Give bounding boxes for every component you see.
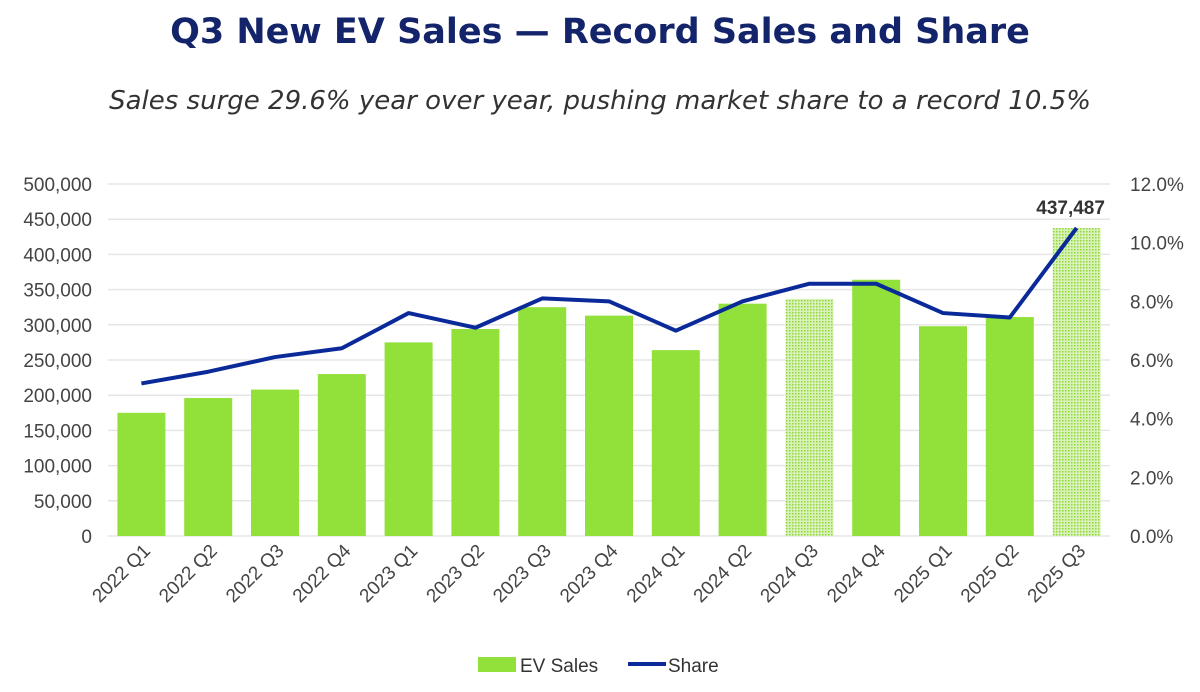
x-tick-label: 2022 Q4 xyxy=(289,540,356,607)
bar-2025-q2 xyxy=(985,317,1034,536)
bar-2023-q2 xyxy=(451,329,500,536)
y-right-tick-label: 6.0% xyxy=(1130,351,1173,372)
y-right-tick-label: 0.0% xyxy=(1130,527,1173,548)
bar-2024-q4 xyxy=(852,279,901,536)
bar-2025-q3 xyxy=(1052,228,1101,536)
x-tick-label: 2023 Q2 xyxy=(423,541,489,607)
x-tick-label: 2023 Q1 xyxy=(356,541,422,607)
y-left-tick-label: 450,000 xyxy=(23,210,92,231)
y-right-tick-label: 2.0% xyxy=(1130,468,1173,489)
y-left-tick-label: 250,000 xyxy=(23,351,92,372)
legend-label-share: Share xyxy=(668,656,719,677)
legend-label-ev-sales: EV Sales xyxy=(520,656,598,677)
bar-2025-q1 xyxy=(919,326,967,536)
y-right-tick-label: 8.0% xyxy=(1130,292,1173,313)
bar-2024-q2 xyxy=(718,303,767,536)
x-tick-label: 2024 Q1 xyxy=(623,541,689,607)
x-tick-label: 2023 Q3 xyxy=(489,541,555,607)
bar-2023-q1 xyxy=(384,342,433,536)
bar-2024-q1 xyxy=(651,350,700,536)
y-left-tick-label: 350,000 xyxy=(23,281,92,302)
bar-2023-q3 xyxy=(518,307,567,536)
y-left-tick-label: 400,000 xyxy=(23,245,92,266)
x-tick-label: 2025 Q2 xyxy=(957,541,1023,607)
chart-subtitle: Sales surge 29.6% year over year, pushin… xyxy=(109,86,1091,116)
x-tick-label: 2025 Q1 xyxy=(890,541,956,607)
y-left-tick-label: 50,000 xyxy=(34,492,92,513)
bar-2022-q4 xyxy=(317,374,366,536)
bar-2022-q3 xyxy=(251,389,299,536)
x-tick-label: 2022 Q2 xyxy=(155,541,221,607)
y-right-tick-label: 4.0% xyxy=(1130,410,1173,431)
x-tick-label: 2025 Q3 xyxy=(1024,541,1090,607)
x-tick-label: 2024 Q3 xyxy=(757,541,823,607)
x-tick-label: 2024 Q2 xyxy=(690,541,756,607)
bar-2022-q2 xyxy=(184,398,233,536)
y-left-tick-label: 0 xyxy=(81,527,92,548)
y-left-tick-label: 500,000 xyxy=(23,175,92,196)
y-left-tick-label: 100,000 xyxy=(23,457,92,478)
x-tick-label: 2022 Q3 xyxy=(222,541,288,607)
bar-2023-q4 xyxy=(585,315,633,536)
legend-swatch-ev-sales xyxy=(478,657,516,672)
bar-2024-q3 xyxy=(785,298,834,536)
x-tick-label: 2024 Q4 xyxy=(823,540,890,607)
x-tick-label: 2022 Q1 xyxy=(89,541,155,607)
data-label: 437,487 xyxy=(1036,198,1105,219)
x-tick-label: 2023 Q4 xyxy=(556,540,623,607)
y-left-tick-label: 300,000 xyxy=(23,316,92,337)
bar-2022-q1 xyxy=(117,412,166,536)
y-left-tick-label: 200,000 xyxy=(23,386,92,407)
y-right-tick-label: 12.0% xyxy=(1130,175,1184,196)
chart-title: Q3 New EV Sales — Record Sales and Share xyxy=(170,12,1030,52)
y-left-tick-label: 150,000 xyxy=(23,421,92,442)
y-right-tick-label: 10.0% xyxy=(1130,234,1184,255)
